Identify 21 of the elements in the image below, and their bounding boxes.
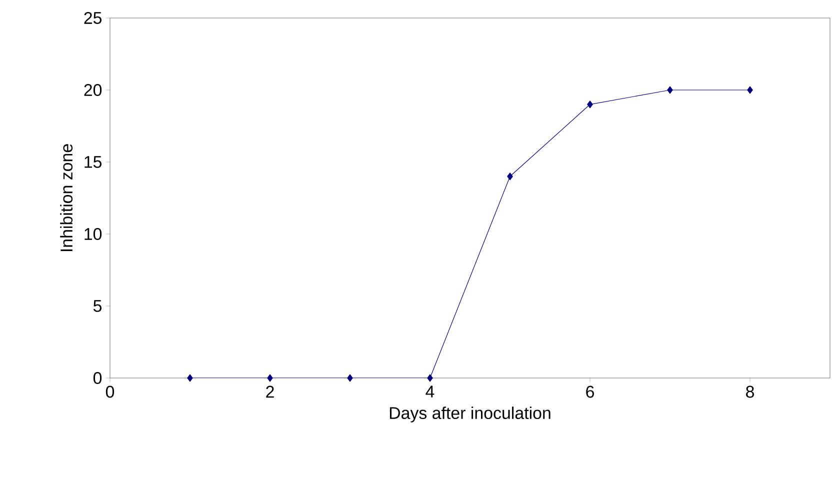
y-tick-label: 5 bbox=[93, 300, 102, 312]
point bbox=[347, 374, 353, 382]
x-tick-label: 2 bbox=[266, 386, 274, 398]
y-tick-label: 0 bbox=[93, 372, 102, 384]
x-tick-label: 8 bbox=[746, 386, 754, 398]
x-tick-label: 0 bbox=[106, 386, 114, 398]
point bbox=[587, 100, 593, 108]
y-tick-label: 25 bbox=[84, 12, 102, 24]
y-tick-label: 15 bbox=[84, 156, 102, 168]
point bbox=[187, 374, 193, 382]
y-axis-title: Inhibition zone bbox=[60, 144, 73, 252]
point bbox=[747, 86, 753, 94]
point bbox=[507, 172, 513, 180]
point bbox=[427, 374, 433, 382]
point bbox=[667, 86, 673, 94]
y-tick-label: 20 bbox=[84, 84, 102, 96]
x-tick-label: 4 bbox=[426, 386, 434, 398]
y-tick-label: 10 bbox=[84, 228, 102, 240]
x-tick-label: 6 bbox=[586, 386, 594, 398]
x-axis-title: Days after inoculation bbox=[390, 406, 550, 422]
point bbox=[267, 374, 273, 382]
